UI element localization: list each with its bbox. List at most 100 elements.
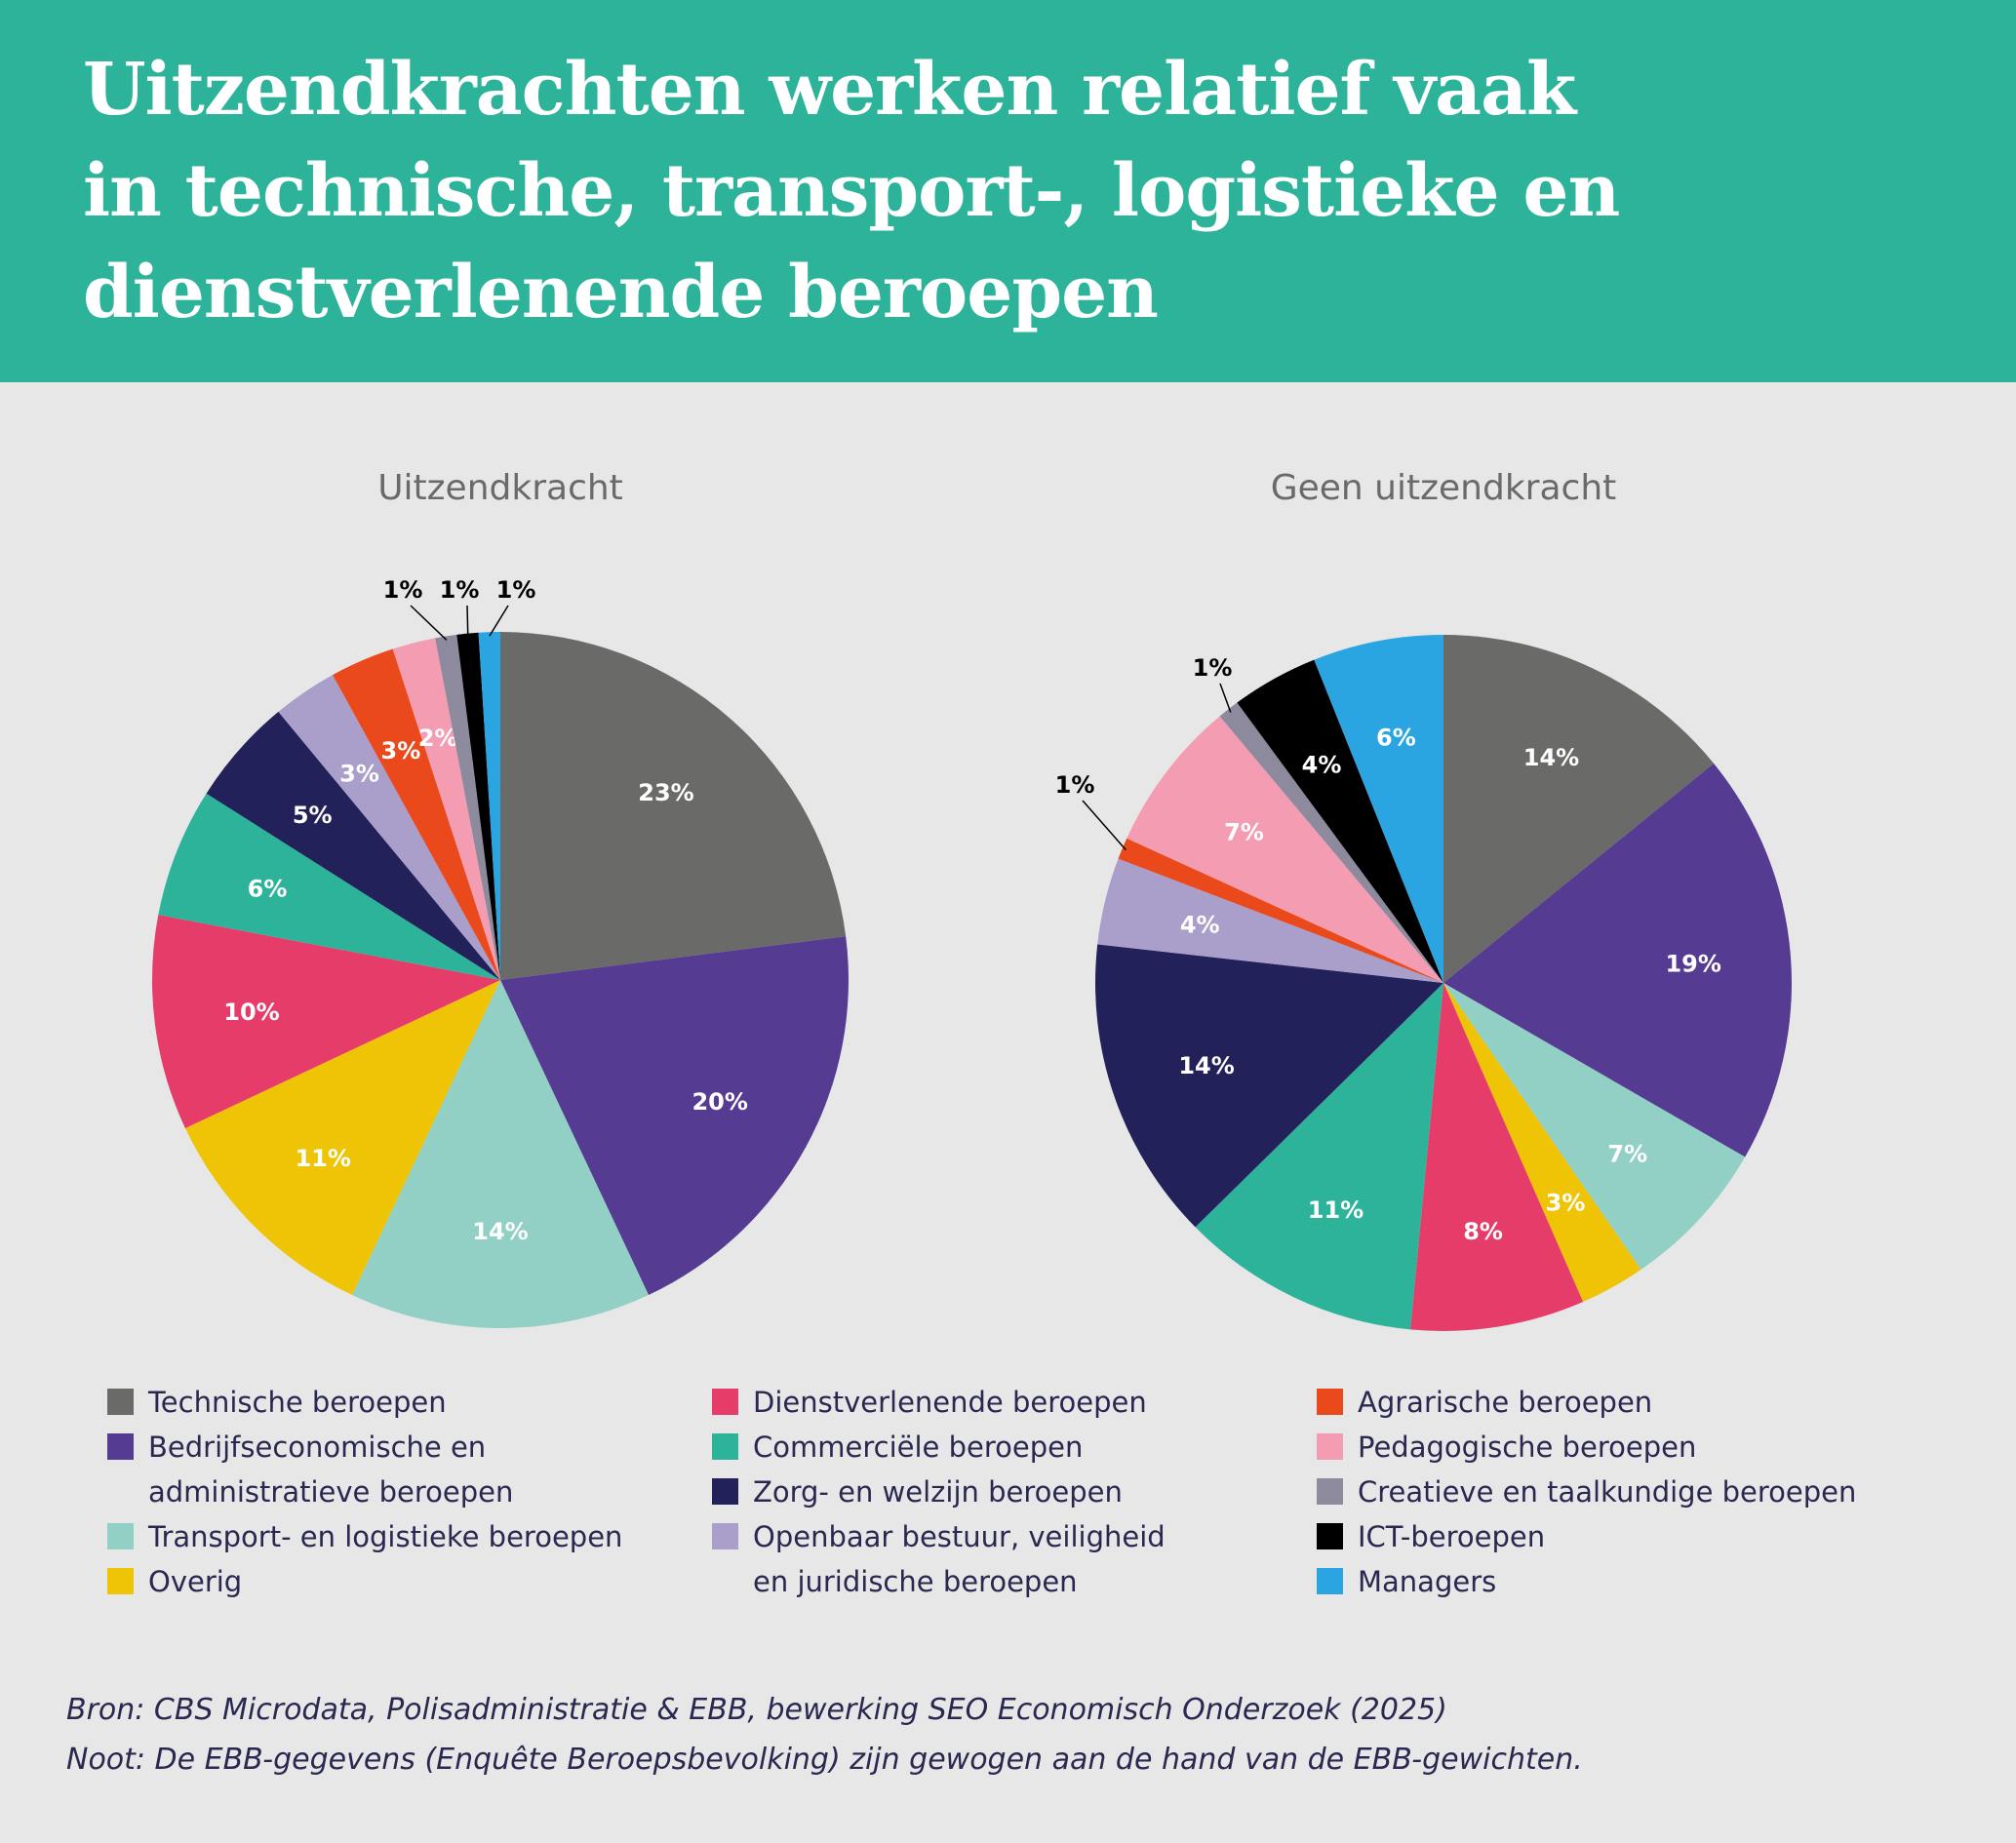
pie-slice-zorg-en-welzijn-beroepen	[1095, 944, 1443, 1228]
legend-swatch	[107, 1568, 134, 1594]
slice-label: 23%	[638, 779, 693, 806]
pie-slice-overig	[1443, 983, 1641, 1303]
slice-label: 1%	[1055, 771, 1095, 799]
slice-label: 4%	[1180, 911, 1220, 938]
legend-item-creatieve-en-taalkundige-beroepen: Creatieve en taalkundige beroepen	[1317, 1470, 1856, 1514]
header-banner: Uitzendkrachten werken relatief vaak in …	[0, 0, 2016, 382]
pie-slice-commerci-le-beroepen	[1195, 983, 1443, 1330]
leader-line	[466, 605, 469, 638]
slice-label: 2%	[418, 725, 458, 752]
legend-item-overig: Overig	[107, 1559, 622, 1604]
legend-column-1: Technische beroepen Bedrijfseconomische e…	[107, 1380, 622, 1604]
pie-slice-agrarische-beroepen	[1118, 838, 1443, 983]
pie-slice-dienstverlenende-beroepen	[1410, 983, 1584, 1331]
legend-item-pedagogische-beroepen: Pedagogische beroepen	[1317, 1425, 1856, 1470]
leader-line	[1219, 683, 1232, 713]
slice-label: 14%	[1178, 1052, 1234, 1079]
source-note: Bron: CBS Microdata, Polisadministratie …	[66, 1685, 1583, 1784]
slice-label: 1%	[383, 576, 423, 604]
slice-label: 5%	[293, 802, 333, 829]
slice-label: 6%	[1376, 725, 1416, 752]
slice-label: 8%	[1463, 1218, 1503, 1245]
pie-slice-creatieve-en-taalkundige-beroepen	[435, 634, 500, 980]
page-title: Uitzendkrachten werken relatief vaak in …	[83, 39, 1741, 343]
source-line: Bron: CBS Microdata, Polisadministratie …	[66, 1693, 1447, 1727]
legend-swatch	[107, 1523, 134, 1549]
legend-swatch	[712, 1433, 738, 1460]
legend-item-technische-beroepen: Technische beroepen	[107, 1380, 622, 1425]
legend-item-openbaar-bestuur-veiligheid-en-juridische-beroepen: Openbaar bestuur, veiligheid en juridisch…	[712, 1514, 1166, 1604]
legend-swatch	[107, 1389, 134, 1415]
pie-charts: Uitzendkracht23%20%14%11%10%6%5%3%3%2%1%…	[151, 468, 1792, 1331]
legend-label: Zorg- en welzijn beroepen	[753, 1475, 1123, 1509]
slice-label: 3%	[1546, 1190, 1586, 1217]
legend-label: Bedrijfseconomische en administratieve be…	[148, 1431, 514, 1509]
legend-label: Creatieve en taalkundige beroepen	[1358, 1475, 1857, 1509]
legend-swatch	[1317, 1478, 1343, 1505]
slice-label: 7%	[1224, 818, 1264, 845]
legend-item-managers: Managers	[1317, 1559, 1856, 1604]
note-line: Noot: De EBB-gegevens (Enquête Beroepsbe…	[66, 1743, 1583, 1777]
slice-label: 1%	[440, 576, 480, 604]
leader-line	[410, 605, 448, 641]
legend-item-commerci-le-beroepen: Commerciële beroepen	[712, 1425, 1166, 1470]
pie-slice-ict-beroepen	[456, 632, 500, 980]
pie-slice-commerci-le-beroepen	[158, 793, 500, 980]
legend-label: Managers	[1358, 1565, 1497, 1598]
pie-slice-managers	[1314, 635, 1443, 983]
pie-slice-agrarische-beroepen	[333, 648, 500, 980]
legend-item-transport-en-logistieke-beroepen: Transport- en logistieke beroepen	[107, 1514, 622, 1559]
leader-line	[1082, 800, 1127, 851]
legend-item-zorg-en-welzijn-beroepen: Zorg- en welzijn beroepen	[712, 1470, 1166, 1514]
pie-slice-dienstverlenende-beroepen	[151, 915, 500, 1128]
slice-label: 19%	[1665, 951, 1720, 978]
legend-column-2: Dienstverlenende beroepen Commerciële ber…	[712, 1380, 1166, 1604]
legend-label: Dienstverlenende beroepen	[753, 1386, 1147, 1419]
chart-title: Geen uitzendkracht	[1271, 468, 1617, 508]
pie-slice-creatieve-en-taalkundige-beroepen	[1219, 702, 1443, 983]
pie-slice-technische-beroepen	[500, 632, 847, 980]
pie-chart-2: Geen uitzendkracht 14% 19% 7% 3% 8% 11% 14% 4% 1%…	[1055, 468, 1792, 1331]
legend-label: Technische beroepen	[148, 1386, 447, 1419]
leader-line	[489, 605, 509, 637]
slice-label: 6%	[248, 875, 288, 902]
pie-slice-managers	[478, 632, 500, 980]
pie-slice-bedrijfseconomische-en-administratieve-beroepen	[1443, 763, 1792, 1157]
pie-slice-technische-beroepen	[1443, 635, 1715, 983]
slice-label: 3%	[381, 737, 421, 765]
legend-item-dienstverlenende-beroepen: Dienstverlenende beroepen	[712, 1380, 1166, 1425]
pie-slice-transport-en-logistieke-beroepen	[1443, 983, 1746, 1271]
title-line-3: dienstverlenende beroepen	[83, 251, 1159, 334]
pie-slice-zorg-en-welzijn-beroepen	[206, 711, 500, 980]
slice-label: 11%	[1308, 1196, 1364, 1224]
legend-swatch	[712, 1389, 738, 1415]
slice-label: 3%	[339, 760, 379, 787]
legend-swatch	[712, 1478, 738, 1505]
pie-slice-ict-beroepen	[1237, 659, 1443, 983]
title-line-1: Uitzendkrachten werken relatief vaak	[83, 48, 1576, 132]
legend-label: ICT-beroepen	[1358, 1520, 1546, 1553]
title-line-2: in technische, transport-, logistieke en	[83, 149, 1620, 233]
pie-chart-1: Uitzendkracht23%20%14%11%10%6%5%3%3%2%1%…	[151, 468, 849, 1328]
legend-item-bedrijfseconomische-en-administratieve-beroepen: Bedrijfseconomische en administratieve be…	[107, 1425, 622, 1514]
legend-swatch	[107, 1433, 134, 1460]
legend-swatch	[1317, 1389, 1343, 1415]
slice-label: 1%	[496, 576, 536, 604]
legend-swatch	[1317, 1568, 1343, 1594]
pie-slice-overig	[184, 980, 501, 1296]
legend-item-ict-beroepen: ICT-beroepen	[1317, 1514, 1856, 1559]
pie-slice-pedagogische-beroepen	[1127, 716, 1443, 983]
legend-label: Transport- en logistieke beroepen	[148, 1520, 623, 1553]
slice-label: 20%	[692, 1088, 747, 1116]
legend-label: Openbaar bestuur, veiligheid en juridisch…	[753, 1520, 1166, 1598]
legend-label: Pedagogische beroepen	[1358, 1431, 1697, 1464]
slice-label: 7%	[1607, 1140, 1647, 1167]
pie-slice-openbaar-bestuur-veiligheid-en-juridische-beroepen	[278, 675, 500, 980]
pie-slice-openbaar-bestuur-veiligheid-en-juridische-beroepen	[1097, 858, 1443, 983]
pie-slice-transport-en-logistieke-beroepen	[352, 980, 649, 1328]
legend-swatch	[1317, 1433, 1343, 1460]
legend-label: Overig	[148, 1565, 243, 1598]
slice-label: 1%	[1193, 654, 1233, 682]
slice-label: 4%	[1302, 751, 1342, 778]
slice-label: 14%	[472, 1218, 528, 1245]
